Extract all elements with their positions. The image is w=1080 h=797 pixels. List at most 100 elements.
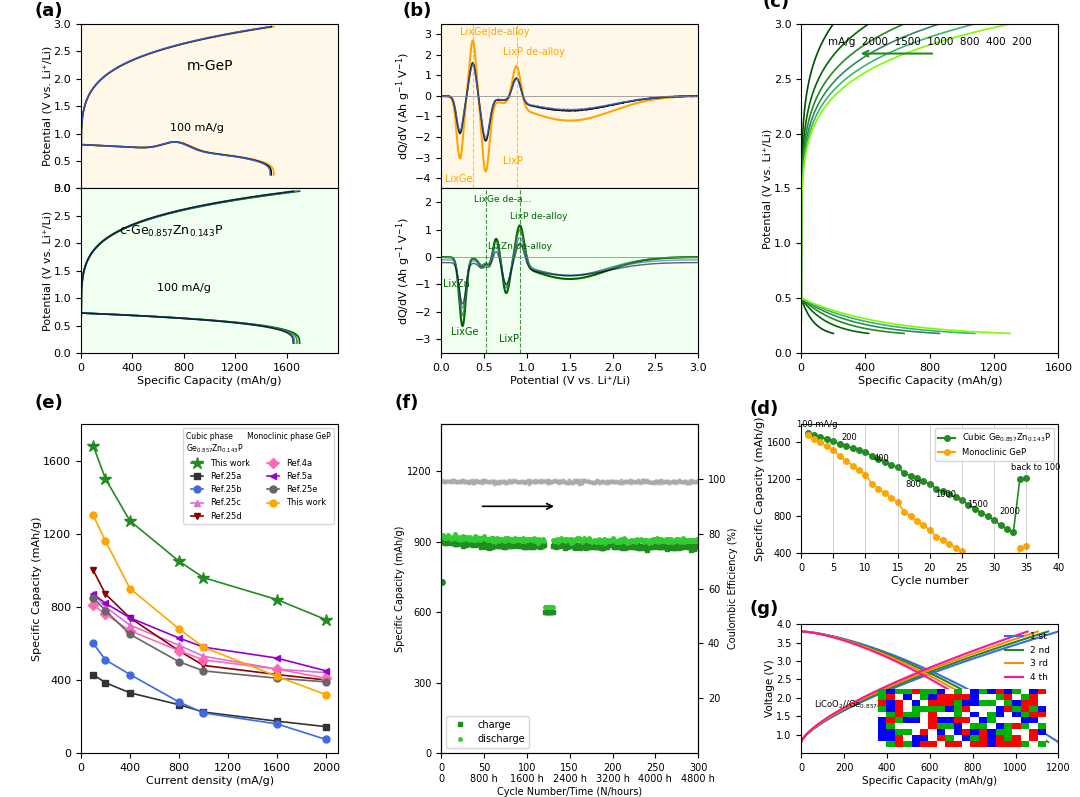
Ref.25b	[320, 735, 333, 744]
Line: Ref.25e: Ref.25e	[90, 595, 329, 685]
Text: (g): (g)	[750, 600, 779, 618]
Monoclinic GeP	[801, 430, 814, 440]
Ref.25c	[173, 641, 186, 650]
Cubic Ge$_{0.857}$Zn$_{0.143}$P	[936, 486, 949, 496]
Text: 2000: 2000	[1000, 507, 1021, 516]
Ref.25a	[173, 700, 186, 709]
3 rd	[944, 682, 957, 692]
charge	[670, 543, 683, 552]
Ref.4a	[86, 600, 99, 610]
Text: 1000: 1000	[935, 489, 957, 499]
Y-axis label: dQ/dV (Ah g$^{-1}$ V$^{-1}$): dQ/dV (Ah g$^{-1}$ V$^{-1}$)	[395, 217, 414, 324]
Line: This work: This work	[87, 440, 333, 626]
Cubic Ge$_{0.857}$Zn$_{0.143}$P	[930, 484, 943, 493]
Text: (c): (c)	[762, 0, 789, 11]
Monoclinic GeP	[897, 507, 910, 516]
Cubic Ge$_{0.857}$Zn$_{0.143}$P	[975, 508, 988, 517]
3 rd	[967, 695, 980, 705]
This work	[270, 595, 283, 604]
charge	[436, 536, 449, 545]
Ref.25c	[197, 651, 210, 661]
This work	[123, 584, 136, 594]
Ref.5a	[86, 589, 99, 599]
Text: LixP de-alloy: LixP de-alloy	[503, 47, 565, 57]
Ref.25e	[197, 666, 210, 676]
Ref.5a	[173, 633, 186, 642]
Line: Ref.25b: Ref.25b	[90, 640, 329, 743]
discharge	[538, 603, 551, 612]
3 rd	[889, 654, 902, 664]
Monoclinic GeP	[904, 512, 917, 521]
This work	[320, 690, 333, 700]
Monoclinic GeP	[846, 461, 859, 470]
This work	[173, 624, 186, 634]
Text: LixGe de-a...: LixGe de-a...	[474, 195, 531, 204]
Cubic Ge$_{0.857}$Zn$_{0.143}$P	[1013, 474, 1026, 484]
Cubic Ge$_{0.857}$Zn$_{0.143}$P	[865, 452, 878, 461]
Legend: 1 st, 2 nd, 3 rd, 4 th: 1 st, 2 nd, 3 rd, 4 th	[1001, 629, 1054, 685]
Line: discharge: discharge	[441, 532, 700, 609]
Monoclinic GeP	[975, 560, 988, 570]
1 st	[795, 626, 808, 636]
discharge	[435, 532, 448, 542]
Ref.25a	[123, 688, 136, 697]
Text: c-Ge$_{0.857}$Zn$_{0.143}$P: c-Ge$_{0.857}$Zn$_{0.143}$P	[119, 223, 224, 238]
Cubic Ge$_{0.857}$Zn$_{0.143}$P	[878, 457, 891, 466]
Ref.25a	[270, 717, 283, 726]
Cubic Ge$_{0.857}$Zn$_{0.143}$P	[1007, 527, 1020, 536]
Cubic Ge$_{0.857}$Zn$_{0.143}$P	[859, 447, 872, 457]
X-axis label: Current density (mA/g): Current density (mA/g)	[146, 775, 273, 786]
Ref.25e	[320, 677, 333, 687]
Text: LiCoO$_2$//Ge$_{0.857}$Zn$_{0.143}$P full cell: LiCoO$_2$//Ge$_{0.857}$Zn$_{0.143}$P ful…	[814, 699, 944, 712]
X-axis label: Potential (V vs. Li⁺/Li): Potential (V vs. Li⁺/Li)	[510, 375, 630, 386]
Cubic Ge$_{0.857}$Zn$_{0.143}$P	[949, 492, 962, 501]
Text: (e): (e)	[35, 394, 64, 411]
Monoclinic GeP	[885, 493, 897, 503]
Cubic Ge$_{0.857}$Zn$_{0.143}$P	[917, 477, 930, 486]
discharge	[448, 529, 461, 539]
Ref.25b	[197, 709, 210, 718]
3 rd	[795, 626, 808, 636]
Y-axis label: Specific Capacity (mAh/g): Specific Capacity (mAh/g)	[755, 416, 766, 561]
Y-axis label: Voltage (V): Voltage (V)	[765, 660, 774, 717]
4 th	[958, 694, 971, 704]
Monoclinic GeP	[923, 525, 936, 535]
Y-axis label: Potential (V vs. Li⁺/Li): Potential (V vs. Li⁺/Li)	[762, 128, 772, 249]
Cubic Ge$_{0.857}$Zn$_{0.143}$P	[987, 515, 1000, 524]
Ref.25b	[99, 655, 112, 665]
Cubic Ge$_{0.857}$Zn$_{0.143}$P	[840, 442, 853, 451]
discharge	[589, 536, 602, 546]
Y-axis label: Potential (V vs. Li⁺/Li): Potential (V vs. Li⁺/Li)	[42, 210, 52, 331]
Cubic Ge$_{0.857}$Zn$_{0.143}$P	[872, 454, 885, 464]
Cubic Ge$_{0.857}$Zn$_{0.143}$P	[943, 489, 956, 499]
This work	[197, 573, 210, 583]
Legend: This work, Ref.25a, Ref.25b, Ref.25c, Ref.25d, Ref.4a, Ref.5a, Ref.25e, This wor: This work, Ref.25a, Ref.25b, Ref.25c, Re…	[183, 428, 334, 524]
Monoclinic GeP	[859, 470, 872, 480]
Ref.4a	[270, 664, 283, 673]
charge	[590, 540, 603, 550]
Monoclinic GeP	[814, 438, 827, 447]
Monoclinic GeP	[1000, 571, 1013, 580]
Monoclinic GeP	[840, 456, 853, 465]
4 th	[868, 647, 881, 657]
Ref.25d	[270, 669, 283, 679]
Monoclinic GeP	[891, 497, 904, 507]
Line: Ref.4a: Ref.4a	[90, 602, 329, 681]
discharge	[590, 537, 603, 547]
X-axis label: Specific Capacity (mAh/g): Specific Capacity (mAh/g)	[137, 375, 282, 386]
Ref.25c	[123, 620, 136, 630]
Y-axis label: Specific Capacity (mAh/g): Specific Capacity (mAh/g)	[395, 525, 405, 652]
Text: LixGe: LixGe	[445, 175, 472, 184]
Ref.25e	[99, 606, 112, 615]
discharge	[670, 535, 683, 544]
Cubic Ge$_{0.857}$Zn$_{0.143}$P	[1020, 473, 1032, 482]
Ref.25d	[99, 589, 112, 599]
Cubic Ge$_{0.857}$Zn$_{0.143}$P	[969, 504, 982, 513]
Ref.4a	[123, 626, 136, 635]
Text: LixGe|de-alloy: LixGe|de-alloy	[460, 26, 529, 37]
Cubic Ge$_{0.857}$Zn$_{0.143}$P	[923, 479, 936, 489]
Monoclinic GeP	[910, 516, 923, 525]
Text: 200: 200	[841, 434, 858, 442]
Monoclinic GeP	[936, 536, 949, 545]
Y-axis label: Coulombic Efficiency (%): Coulombic Efficiency (%)	[728, 528, 738, 650]
